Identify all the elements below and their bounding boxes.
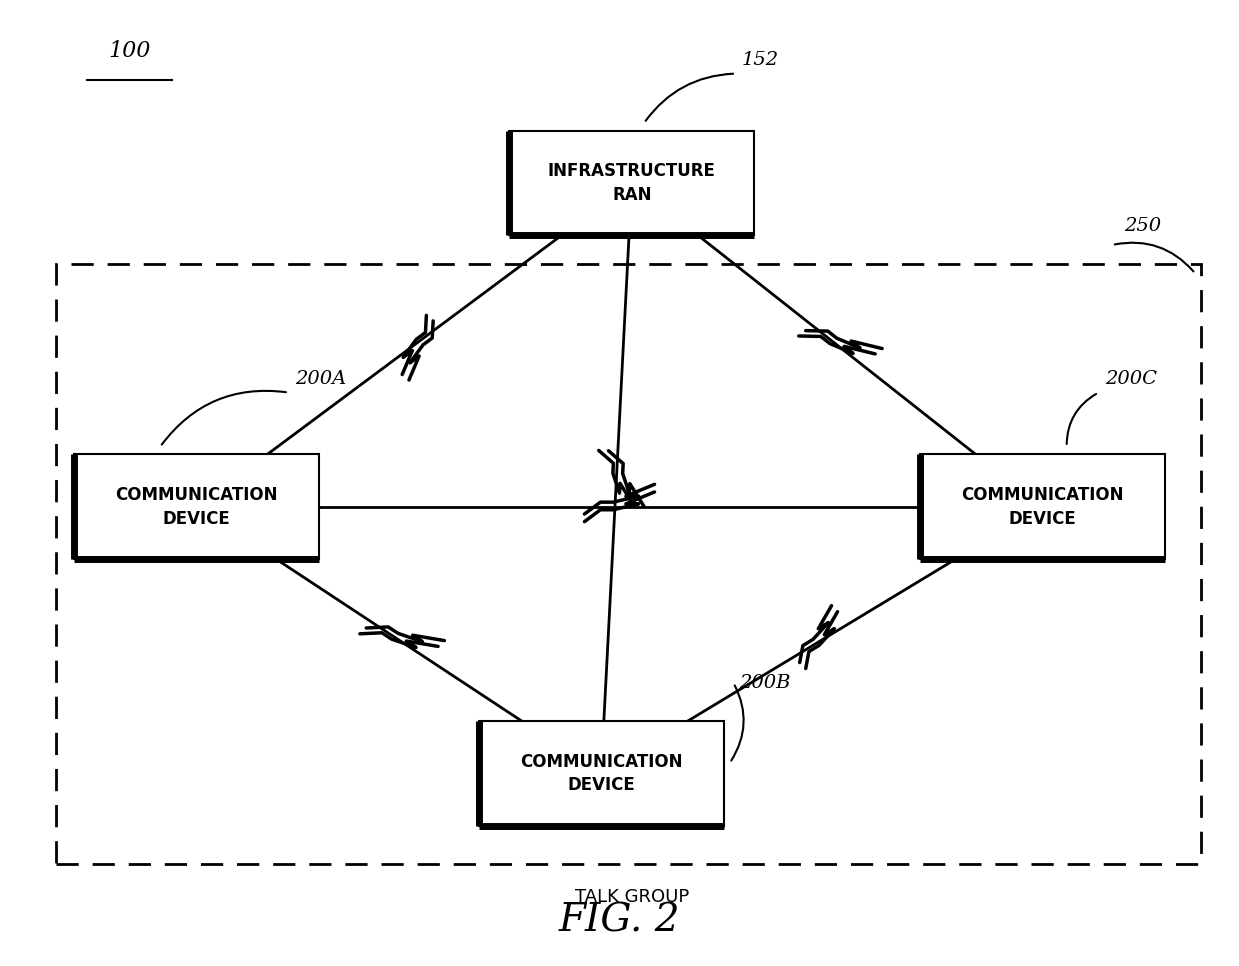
FancyBboxPatch shape [509, 130, 755, 236]
FancyBboxPatch shape [74, 454, 320, 559]
Text: 152: 152 [742, 51, 779, 69]
Text: 250: 250 [1124, 217, 1161, 236]
Text: 200A: 200A [295, 370, 346, 387]
Text: 100: 100 [108, 41, 151, 62]
Text: TALK GROUP: TALK GROUP [575, 888, 689, 906]
Text: INFRASTRUCTURE
RAN: INFRASTRUCTURE RAN [548, 162, 716, 204]
Text: COMMUNICATION
DEVICE: COMMUNICATION DEVICE [961, 486, 1124, 527]
Text: COMMUNICATION
DEVICE: COMMUNICATION DEVICE [520, 753, 683, 794]
Text: FIG. 2: FIG. 2 [559, 902, 680, 940]
FancyBboxPatch shape [919, 454, 1165, 559]
Text: 200C: 200C [1105, 370, 1157, 387]
FancyBboxPatch shape [478, 721, 724, 826]
Text: COMMUNICATION
DEVICE: COMMUNICATION DEVICE [115, 486, 278, 527]
Text: 200B: 200B [740, 674, 790, 692]
Bar [56, 264, 1202, 864]
